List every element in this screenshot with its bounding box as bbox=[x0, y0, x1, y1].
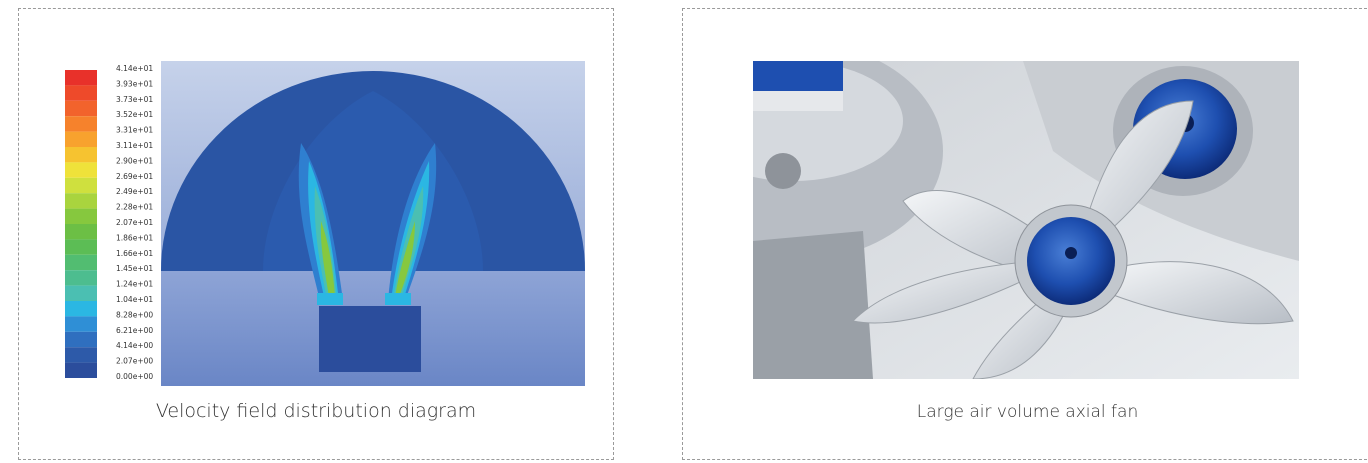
velocity-caption: Velocity field distribution diagram bbox=[155, 400, 477, 422]
colorbar-label: 3.11e+01 bbox=[116, 141, 153, 150]
colorbar-label: 8.28e+00 bbox=[116, 310, 153, 319]
colorbar-swatch bbox=[65, 254, 97, 271]
colorbar-label: 2.69e+01 bbox=[116, 172, 153, 181]
fan-caption: Large air volume axial fan bbox=[916, 402, 1139, 422]
colorbar-label: 3.73e+01 bbox=[116, 95, 153, 104]
colorbar-label: 3.52e+01 bbox=[116, 110, 153, 119]
colorbar-swatch bbox=[65, 224, 97, 240]
colorbar-swatch bbox=[65, 301, 97, 317]
colorbar-label: 1.45e+01 bbox=[116, 264, 153, 273]
inlet-box bbox=[319, 306, 421, 372]
front-fan-blades bbox=[851, 100, 1294, 379]
axial-fan-svg bbox=[753, 61, 1299, 379]
colorbar-label: 2.49e+01 bbox=[116, 187, 153, 196]
colorbar-swatch bbox=[65, 147, 97, 163]
velocity-field-svg: 4.14e+01 3.93e+01 3.73e+01 3.52e+01 3.31e+01… bbox=[63, 61, 585, 386]
colorbar-label: 4.14e+00 bbox=[116, 341, 153, 350]
colorbar-label: 2.07e+01 bbox=[116, 218, 153, 227]
colorbar-swatch bbox=[65, 116, 97, 132]
colorbar-swatch bbox=[65, 362, 97, 378]
colorbar-label: 1.66e+01 bbox=[116, 249, 153, 258]
colorbar-swatch bbox=[65, 177, 97, 194]
colorbar: 4.14e+01 3.93e+01 3.73e+01 3.52e+01 3.31e+01… bbox=[65, 64, 153, 381]
velocity-diagram-card: 4.14e+01 3.93e+01 3.73e+01 3.52e+01 3.31e+01… bbox=[18, 8, 614, 460]
axial-fan-photo bbox=[753, 61, 1299, 379]
right-plume bbox=[388, 143, 437, 301]
colorbar-label: 0.00e+00 bbox=[116, 372, 153, 381]
background-fan-left bbox=[753, 61, 943, 379]
left-plume bbox=[298, 143, 343, 301]
fan-hub bbox=[1027, 217, 1115, 305]
colorbar-swatch bbox=[65, 208, 97, 224]
colorbar-swatch bbox=[65, 331, 97, 348]
velocity-field-figure: 4.14e+01 3.93e+01 3.73e+01 3.52e+01 3.31e+01… bbox=[63, 61, 585, 386]
colorbar-swatch bbox=[65, 193, 97, 209]
colorbar-swatch bbox=[65, 70, 97, 86]
colorbar-swatch bbox=[65, 162, 97, 178]
colorbar-swatch bbox=[65, 85, 97, 101]
colorbar-swatch bbox=[65, 100, 97, 117]
colorbar-swatch bbox=[65, 239, 97, 255]
colorbar-label: 2.28e+01 bbox=[116, 203, 153, 212]
colorbar-label: 6.21e+00 bbox=[116, 326, 153, 335]
colorbar-label: 2.07e+00 bbox=[116, 357, 153, 366]
colorbar-swatch bbox=[65, 270, 97, 286]
colorbar-label: 1.04e+01 bbox=[116, 295, 153, 304]
colorbar-swatch bbox=[65, 347, 97, 363]
colorbar-swatch bbox=[65, 131, 97, 147]
colorbar-swatch bbox=[65, 285, 97, 301]
colorbar-label: 4.14e+01 bbox=[116, 64, 153, 73]
colorbar-label: 3.93e+01 bbox=[116, 79, 153, 88]
colorbar-label: 3.31e+01 bbox=[116, 126, 153, 135]
colorbar-swatch bbox=[65, 316, 97, 332]
colorbar-label: 2.90e+01 bbox=[116, 156, 153, 165]
colorbar-label: 1.86e+01 bbox=[116, 233, 153, 242]
colorbar-label: 1.24e+01 bbox=[116, 280, 153, 289]
axial-fan-card: Large air volume axial fan bbox=[682, 8, 1368, 460]
